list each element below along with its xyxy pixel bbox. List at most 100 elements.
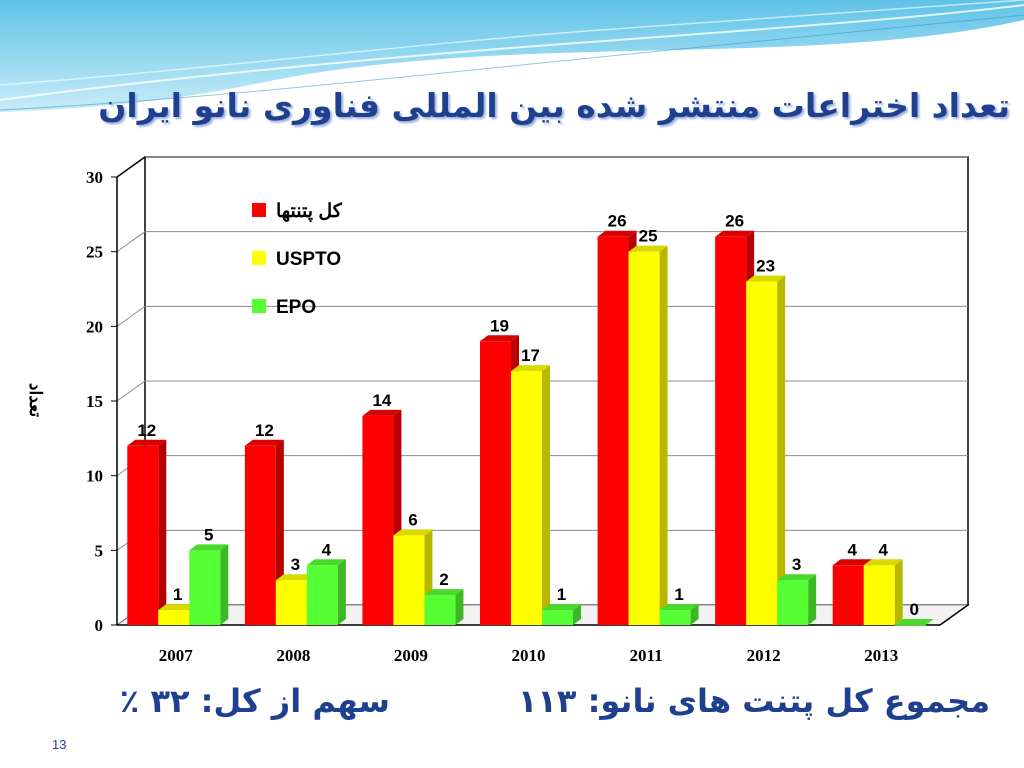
x-tick-label: 2011 <box>630 646 663 665</box>
data-label: 4 <box>878 540 888 559</box>
data-label: 3 <box>792 555 801 574</box>
bar-top <box>715 230 755 237</box>
bar-top <box>542 604 581 611</box>
bar-top <box>424 589 464 596</box>
bar-top <box>306 559 346 566</box>
bar-side <box>158 439 167 625</box>
bar <box>480 341 511 625</box>
legend-swatch <box>252 299 266 313</box>
bar <box>832 565 864 625</box>
bar-top <box>894 619 934 625</box>
data-label: 23 <box>756 257 775 276</box>
total-patents-text: مجموع کل پتنت های نانو: ۱۱۳ <box>517 682 990 720</box>
share-text: سهم از کل: ۳۲ ٪ <box>119 682 390 720</box>
data-label: 4 <box>847 540 857 559</box>
bar <box>542 610 573 625</box>
x-tick-label: 2012 <box>747 646 781 665</box>
data-label: 12 <box>137 421 156 440</box>
bar <box>127 445 159 625</box>
bar <box>628 251 660 625</box>
x-axis-right-edge <box>939 604 969 626</box>
data-label: 26 <box>608 212 627 231</box>
bar <box>189 550 221 625</box>
data-label: 4 <box>322 540 332 559</box>
legend-label: USPTO <box>276 249 341 270</box>
bar <box>393 535 425 625</box>
gridline <box>116 231 968 253</box>
y-axis-top-edge <box>116 156 146 178</box>
bar-top <box>393 529 433 536</box>
data-label: 17 <box>521 346 540 365</box>
y-tick-label: 5 <box>95 541 104 560</box>
gridline <box>116 380 968 402</box>
bar-top <box>480 335 519 342</box>
bar <box>306 565 338 625</box>
bar-top <box>863 559 903 566</box>
x-tick-label: 2010 <box>512 646 546 665</box>
bar-side <box>777 275 786 625</box>
bar-top <box>777 574 817 581</box>
data-label: 6 <box>408 510 417 529</box>
bar-top <box>597 230 637 237</box>
bar-top <box>832 559 872 566</box>
data-label: 1 <box>557 585 566 604</box>
bar-side <box>542 365 550 625</box>
bar <box>894 625 926 626</box>
bar <box>863 565 895 625</box>
gridline <box>116 305 968 327</box>
bar-side <box>337 559 346 625</box>
bar <box>362 415 394 625</box>
chart-legend: کل پتنتها USPTO EPO <box>252 201 343 318</box>
bar-top <box>244 439 284 446</box>
bar-side <box>894 559 903 625</box>
bar <box>275 580 307 625</box>
y-tick-label: 10 <box>86 467 103 486</box>
data-label: 2 <box>439 570 448 589</box>
x-tick-label: 2013 <box>864 646 898 665</box>
data-label: 25 <box>639 227 658 246</box>
slide-title: تعداد اختراعات منتشر شده بین المللی فناو… <box>98 86 1010 125</box>
bar-top <box>511 365 550 372</box>
bar <box>244 445 276 625</box>
legend-label: کل پتنتها <box>276 201 343 222</box>
bar-top <box>362 409 402 416</box>
bar-top <box>275 574 315 581</box>
bar <box>511 371 542 625</box>
data-label: 3 <box>291 555 300 574</box>
chart-data-labels: 12 1 5 12 3 4 14 6 2 19 17 1 26 25 1 26 23 3 4 4 0 <box>137 212 919 619</box>
bar-side <box>690 604 699 625</box>
data-label: 14 <box>372 391 391 410</box>
x-tick-label: 2008 <box>276 646 310 665</box>
y-tick-label: 25 <box>86 243 103 262</box>
legend-swatch <box>252 203 266 217</box>
y-tick-label: 0 <box>95 616 104 635</box>
data-label: 26 <box>725 212 744 231</box>
bar <box>777 580 809 625</box>
bar <box>158 610 190 625</box>
bar-side <box>220 544 229 625</box>
data-label: 1 <box>674 585 683 604</box>
data-label: 12 <box>255 421 274 440</box>
bar-top <box>628 245 668 252</box>
page-number: 13 <box>52 737 67 752</box>
bar-side <box>659 245 668 625</box>
x-tick-label: 2009 <box>394 646 428 665</box>
bar-top <box>746 275 786 282</box>
bar <box>715 236 747 625</box>
data-label: 19 <box>490 316 509 335</box>
bar <box>424 595 456 625</box>
y-axis-label: تعداد <box>26 383 45 417</box>
bar-top <box>659 604 699 611</box>
bar <box>659 610 691 625</box>
bar-side <box>573 604 581 625</box>
legend-swatch <box>252 251 266 265</box>
bar-side <box>455 589 464 625</box>
bar-top <box>127 439 167 446</box>
legend-label: EPO <box>276 297 316 318</box>
data-label: 0 <box>909 600 918 619</box>
bar <box>746 281 778 625</box>
x-tick-label: 2007 <box>159 646 194 665</box>
y-tick-label: 15 <box>86 392 103 411</box>
data-label: 1 <box>173 585 182 604</box>
